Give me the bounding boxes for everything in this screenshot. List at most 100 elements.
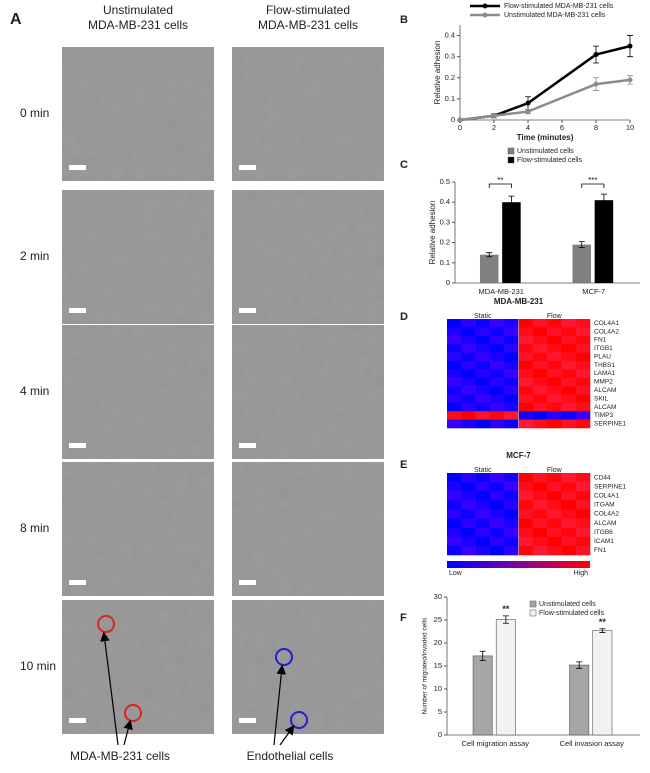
heatmap-cell xyxy=(504,482,519,492)
heatmap-cell xyxy=(575,377,591,387)
bar xyxy=(572,244,591,283)
heatmap-cell xyxy=(475,402,491,412)
heatmap-cell xyxy=(518,473,534,483)
y-tick-label: 0.2 xyxy=(440,238,450,247)
legend-marker xyxy=(482,3,488,9)
row-label: 4 min xyxy=(20,384,49,398)
legend-label: Flow-stimulated MDA-MB-231 cells xyxy=(504,3,614,10)
heatmap-cell xyxy=(475,509,491,519)
heatmap-cell xyxy=(461,319,476,328)
heatmap-cell xyxy=(561,344,576,353)
heatmap-cell xyxy=(547,360,562,370)
micrograph-texture xyxy=(232,600,384,734)
heatmap-cell xyxy=(532,536,548,547)
cell-marker xyxy=(124,704,142,722)
gene-label: TIMP3 xyxy=(594,412,614,419)
heatmap-cell xyxy=(561,473,576,483)
heatmap-cell xyxy=(504,402,519,412)
x-axis-label: Time (minutes) xyxy=(517,133,574,142)
y-tick-label: 0.5 xyxy=(440,177,450,186)
column-header: Flow-stimulated xyxy=(266,3,350,17)
legend-label: Unstimulated cells xyxy=(517,148,574,155)
heatmap-cell xyxy=(575,545,591,556)
panel-label: A xyxy=(10,11,22,28)
heatmap-cell xyxy=(575,327,591,337)
heatmap-cell xyxy=(489,482,505,492)
row-label: 10 min xyxy=(20,659,56,673)
heatmap-cell xyxy=(518,360,534,370)
scale-bar xyxy=(69,580,86,585)
significance: ** xyxy=(599,617,607,627)
heatmap-cell xyxy=(532,335,548,345)
heatmap-cell xyxy=(561,545,576,556)
point xyxy=(491,113,497,119)
panel-label: E xyxy=(400,459,407,471)
x-tick-label: MDA-MB-231 xyxy=(479,287,524,296)
bar xyxy=(592,630,613,736)
y-tick-label: 30 xyxy=(434,592,442,601)
heatmap-cell xyxy=(461,482,476,492)
pointer-arrow xyxy=(100,631,119,746)
heatmap-cell xyxy=(489,344,505,353)
colorbar-low: Low xyxy=(449,570,463,577)
heatmap-cell xyxy=(461,360,476,370)
scale-bar xyxy=(239,308,256,313)
heatmap-cell xyxy=(461,491,476,501)
heatmap-cell xyxy=(504,509,519,519)
heatmap-cell xyxy=(447,500,462,510)
point xyxy=(525,100,531,106)
heatmap-cell xyxy=(547,536,562,547)
heatmap-cell xyxy=(561,319,576,328)
scale-bar xyxy=(239,718,256,723)
significance-bracket xyxy=(581,183,605,188)
colorbar-high: High xyxy=(574,570,589,577)
micrograph-texture xyxy=(232,462,384,596)
heatmap-cell xyxy=(547,473,562,483)
heatmap-cell xyxy=(518,419,534,429)
significance-bracket xyxy=(488,183,512,188)
y-tick-label: 5 xyxy=(438,707,442,716)
heatmap-cell xyxy=(447,402,462,412)
micrograph-texture xyxy=(62,600,214,734)
heatmap-cell xyxy=(447,527,462,538)
heatmap-cell xyxy=(532,491,548,501)
heatmap-cell xyxy=(475,545,491,556)
heatmap-cell xyxy=(489,335,505,345)
panel-label: B xyxy=(400,14,408,26)
gene-label: COL4A1 xyxy=(594,492,619,499)
heatmap-cell xyxy=(504,335,519,345)
heatmap-cell xyxy=(518,335,534,345)
heatmap-cell xyxy=(561,369,576,378)
scale-bar xyxy=(69,308,86,313)
heatmap-cell xyxy=(461,500,476,510)
heatmap-cell xyxy=(532,360,548,370)
bar xyxy=(594,200,614,283)
heatmap-cell xyxy=(475,344,491,353)
gene-label: ALCAM xyxy=(594,520,616,527)
scale-bar xyxy=(239,165,256,170)
heatmap-cell xyxy=(447,344,462,353)
error-bar xyxy=(599,628,606,633)
heatmap-cell xyxy=(504,394,519,404)
heatmap-cell xyxy=(475,500,491,510)
heatmap-cell xyxy=(532,369,548,378)
point xyxy=(593,52,599,58)
heatmap-cell xyxy=(447,360,462,370)
heatmap-cell xyxy=(575,491,591,501)
micrograph-texture xyxy=(62,47,214,181)
heatmap-cell xyxy=(547,518,562,528)
heatmap-cell xyxy=(447,536,462,547)
bar xyxy=(495,619,516,736)
heatmap-cell xyxy=(561,419,576,429)
scale-bar xyxy=(69,443,86,448)
colorbar xyxy=(447,561,590,568)
heatmap-cell xyxy=(504,352,519,362)
heatmap-cell xyxy=(447,473,462,483)
heatmap-cell xyxy=(575,386,591,395)
heatmap-cell xyxy=(475,419,491,429)
heatmap-cell xyxy=(575,482,591,492)
micrograph-texture xyxy=(232,47,384,181)
heatmap-cell xyxy=(518,377,534,387)
heatmap-cell xyxy=(561,386,576,395)
heatmap-cell xyxy=(461,335,476,345)
